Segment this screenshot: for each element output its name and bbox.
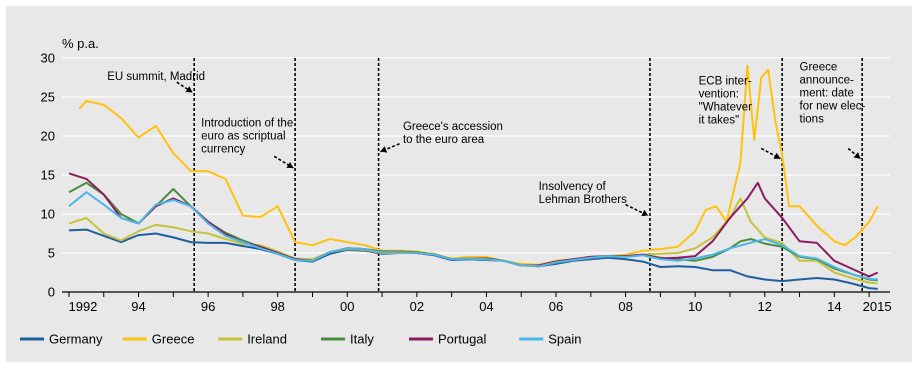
annotation-text: EU summit, Madrid [107,71,205,83]
x-tick-label: 06 [549,299,563,314]
annotation-text: to the euro area [403,134,485,146]
legend-item-ireland: Ireland [218,332,287,347]
annotation-text: Insolvency of [539,181,607,193]
event-lines [193,58,863,292]
y-tick-label: 10 [41,207,55,222]
annotations: EU summit, Madrid Introduction of theeuro… [107,61,866,217]
x-tick-label: 10 [688,299,702,314]
annotation-text: for new elec- [800,100,866,112]
annotation-text: Greece's accession [403,121,503,133]
legend-item-germany: Germany [20,332,103,347]
series-line-spain [68,191,878,281]
legend-item-portugal: Portugal [409,332,487,347]
legend-item-spain: Spain [519,332,581,347]
annotation-text: it takes" [699,115,740,127]
annotation-arrow [847,147,861,160]
y-tick-label: 20 [41,129,55,144]
legend: Germany Greece Ireland Italy Portugal Spain [20,332,581,347]
annotation-text: Greece [800,61,838,73]
annotation-text: vention: [699,89,739,101]
x-tick-label: 04 [479,299,493,314]
x-tick-label: 02 [410,299,424,314]
x-tick-label: 12 [758,299,772,314]
annotation-arrow [273,155,294,169]
x-tick-label: 98 [270,299,284,314]
x-tick-label: 08 [618,299,632,314]
unit-label: % p.a. [62,36,99,51]
arrow-head-icon [853,152,861,159]
arrow-head-icon [773,152,781,159]
arrow-head-icon [380,146,388,153]
legend-label: Ireland [247,332,287,347]
series-line-greece [78,64,879,266]
legend-label: Greece [152,332,195,347]
annotation-text: Introduction of the [201,118,293,130]
x-tick-label: 14 [827,299,841,314]
annotation-text: announce- [800,74,855,86]
annotation-text: euro as scriptual [201,131,285,143]
x-tick-label: 1992 [68,299,97,314]
arrow-head-icon [185,86,193,93]
y-tick-label: 0 [48,285,55,300]
arrow-head-icon [286,161,294,168]
series-layer [68,64,879,290]
y-tick-label: 5 [48,246,55,261]
y-tick-label: 25 [41,90,55,105]
annotation-text: tions [800,113,825,125]
legend-item-italy: Italy [321,332,374,347]
grid-layer [62,57,890,254]
y-tick-label: 30 [41,51,55,66]
legend-label: Germany [49,332,103,347]
annotation: EU summit, Madrid [107,71,205,93]
annotation-text: ment: date [800,87,854,99]
x-tick-label: 00 [340,299,354,314]
legend-label: Spain [548,332,581,347]
annotation-text: "Whatever [699,102,752,114]
legend-item-greece: Greece [122,332,195,347]
y-tick-label: 15 [41,168,55,183]
annotation-arrow [760,147,781,160]
annotation-text: currency [201,144,245,156]
axis-layer: 0 5 10 15 20 25 30 1992 94 96 98 00 02 04 06 08 10 12 14 20… [41,51,892,315]
x-tick-label: 2015 [863,299,892,314]
annotation-text: Lehman Brothers [539,194,627,206]
x-tick-label: 94 [131,299,145,314]
chart-panel [6,6,912,362]
x-tick-label: 96 [201,299,215,314]
legend-label: Portugal [438,332,487,347]
series-line-portugal [68,172,879,278]
legend-label: Italy [350,332,374,347]
annotation-text: ECB inter- [699,76,752,88]
arrow-head-icon [641,209,649,217]
